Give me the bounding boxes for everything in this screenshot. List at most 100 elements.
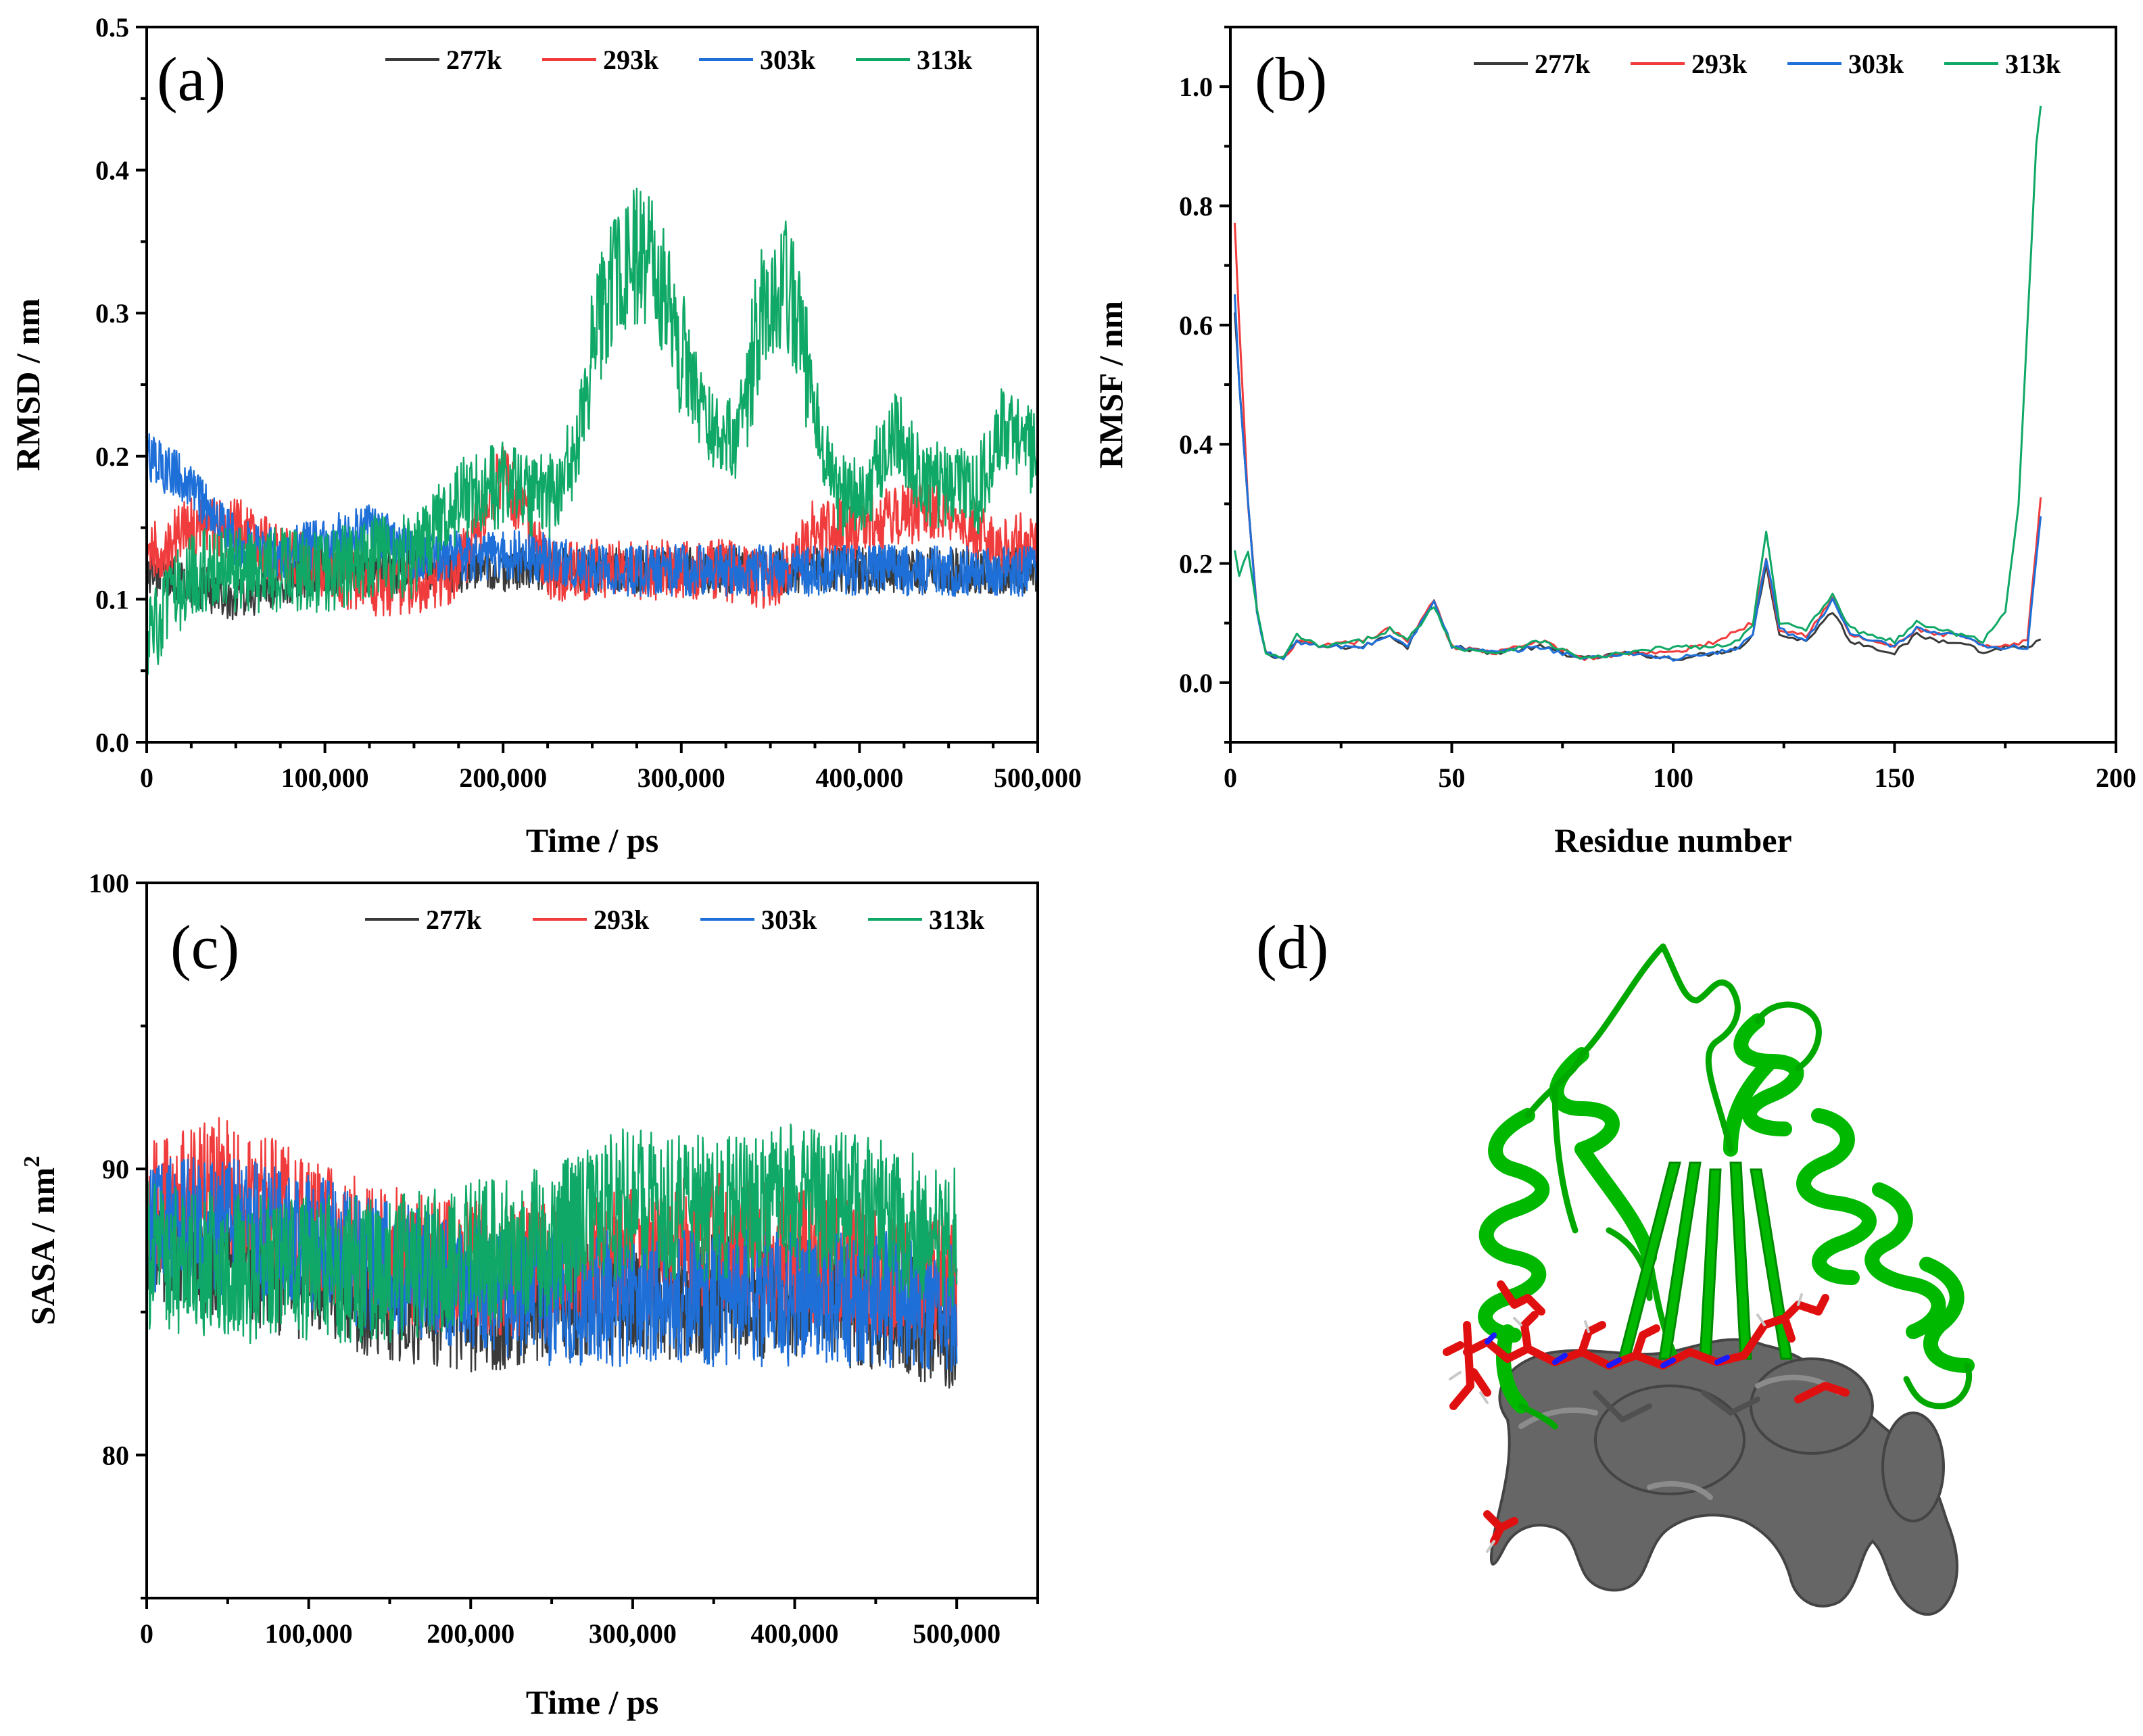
helix-right-1 [1796, 1108, 1877, 1285]
legend-label-277k: 277k [426, 905, 482, 935]
panel-b-y-axis-title: RMSF / nm [1092, 301, 1130, 468]
x-tick-label: 100,000 [281, 763, 369, 793]
ligand-heteroatoms [1485, 1332, 1730, 1368]
surface-highlight-1 [1518, 1407, 1598, 1429]
ligand-hydrogens [1449, 1293, 1803, 1553]
x-tick-label: 0 [1224, 763, 1237, 793]
panel-b-series [1234, 105, 2042, 662]
panel-a-label: (a) [157, 45, 226, 114]
loop-top [1579, 943, 1741, 1153]
surface-highlight-3 [1647, 1481, 1713, 1500]
ligand-nitrogen-atoms [1485, 1332, 1730, 1368]
panel-c-y-axis-title-superscript: 2 [20, 1156, 45, 1167]
loop-right-bottom [1903, 1362, 1973, 1409]
x-tick-label: 150 [1875, 763, 1915, 793]
helix-right-3 [1919, 1257, 1975, 1373]
protein-ribbon [1478, 1013, 1975, 1414]
panel-d-structure: (d) [1256, 913, 1975, 1616]
panel-c-label: (c) [170, 913, 239, 982]
helix-left-1 [1478, 1108, 1550, 1343]
panel-c-ticks: 0 100,000 200,000 300,000 400,000 500,000 80 90… [89, 868, 1039, 1649]
loop-inner-left [1551, 1085, 1579, 1234]
y-tick-label: 0.8 [1179, 191, 1213, 222]
panel-a-legend: 277k 293k 303k 313k [385, 45, 973, 75]
panel-a-x-axis-title: Time / ps [526, 821, 658, 859]
ligand-side-chain-1 [1497, 1280, 1545, 1316]
panel-a-ticks: 0 100,000 200,000 300,000 400,000 500,000 0.0 0… [95, 12, 1082, 793]
legend-label-293k: 293k [594, 905, 650, 935]
x-tick-label: 500,000 [913, 1618, 1001, 1649]
helix-top-right [1733, 1013, 1804, 1136]
legend-label-303k: 303k [1848, 49, 1904, 79]
x-tick-label: 0 [140, 763, 153, 793]
y-tick-label: 0.2 [95, 441, 129, 472]
y-tick-label: 0.3 [95, 298, 129, 329]
panel-c-plot-frame [145, 882, 1039, 1599]
y-tick-label: 80 [102, 1440, 129, 1470]
beta-strand-3 [1729, 1161, 1752, 1360]
x-tick-label: 200,000 [459, 763, 547, 793]
y-tick-label: 0.2 [1179, 549, 1213, 579]
surface-blob-right [1750, 1357, 1874, 1455]
y-tick-label: 100 [89, 868, 129, 898]
legend-label-277k: 277k [1535, 49, 1591, 79]
loop-top-right [1754, 1001, 1822, 1071]
panel-b-label: (b) [1255, 45, 1327, 114]
ligand-fragment-bottom [1483, 1510, 1518, 1545]
loop-mid [1574, 1142, 1657, 1265]
y-tick-label: 0.4 [1179, 429, 1213, 460]
series-line-313k [145, 1124, 958, 1345]
panel-a-y-axis-title: RMSD / nm [9, 298, 47, 471]
protein-surface [1489, 1338, 1958, 1616]
panel-c-y-axis-title: SASA / nm2 [20, 1156, 62, 1325]
beta-sheet [1618, 1161, 1793, 1360]
loop-lower-left [1518, 1403, 1558, 1430]
loop-upper-right [1723, 1054, 1779, 1157]
series-line-313k [145, 187, 1039, 679]
x-tick-label: 200,000 [427, 1618, 514, 1649]
panel-c-sasa: 0 100,000 200,000 300,000 400,000 500,000 80 90… [20, 868, 1039, 1721]
y-tick-label: 0.6 [1179, 310, 1213, 341]
ligand-hydrogen-bonds [1449, 1293, 1803, 1553]
inner-surface-shadow [1593, 1390, 1760, 1423]
surface-blob-far-right [1881, 1412, 1945, 1522]
series-line-313k [1234, 105, 2042, 660]
x-tick-label: 400,000 [815, 763, 903, 793]
x-tick-label: 300,000 [637, 763, 725, 793]
surface-shadow-lines [1593, 1390, 1760, 1423]
y-tick-label: 0.1 [95, 584, 129, 614]
panel-b-ticks: 0 50 100 150 200 0.0 0.2 0.4 0.6 0.8 1.0 [1179, 26, 2136, 793]
x-tick-label: 100,000 [265, 1618, 353, 1649]
x-tick-label: 0 [140, 1618, 153, 1649]
panel-a-rmsd: 0 100,000 200,000 300,000 400,000 500,000 0.0 0… [9, 12, 1082, 859]
panel-a-series [145, 187, 1039, 679]
legend-label-313k: 313k [929, 905, 985, 935]
legend-label-303k: 303k [761, 905, 817, 935]
panel-c-legend: 277k 293k 303k 313k [365, 905, 985, 935]
y-tick-label: 90 [102, 1154, 129, 1184]
ligand-backbone [1463, 1338, 1748, 1370]
x-tick-label: 300,000 [589, 1618, 677, 1649]
series-line-303k [145, 1157, 958, 1372]
panel-b-plot-frame [1229, 26, 2117, 744]
y-tick-label: 0.4 [95, 155, 129, 186]
legend-label-277k: 277k [446, 45, 502, 75]
x-tick-label: 100 [1653, 763, 1693, 793]
panel-a-plot-frame [145, 26, 1039, 744]
legend-label-293k: 293k [603, 45, 659, 75]
legend-label-313k: 313k [917, 45, 973, 75]
panel-b-rmsf: 0 50 100 150 200 0.0 0.2 0.4 0.6 0.8 1.0 (b) Resid… [1092, 26, 2136, 859]
series-line-303k [1234, 294, 2042, 662]
panel-c-y-axis-title-text: SASA / nm [24, 1167, 62, 1325]
beta-strand-4 [1750, 1168, 1793, 1360]
x-tick-label: 500,000 [994, 763, 1082, 793]
loop-left-bottom [1496, 1324, 1528, 1414]
y-tick-label: 1.0 [1179, 72, 1213, 102]
legend-label-303k: 303k [760, 45, 816, 75]
series-line-293k [145, 446, 1039, 617]
helix-right-2 [1864, 1182, 1946, 1339]
x-tick-label: 200 [2096, 763, 2136, 793]
y-tick-label: 0.0 [95, 727, 129, 758]
x-tick-label: 400,000 [751, 1618, 839, 1649]
